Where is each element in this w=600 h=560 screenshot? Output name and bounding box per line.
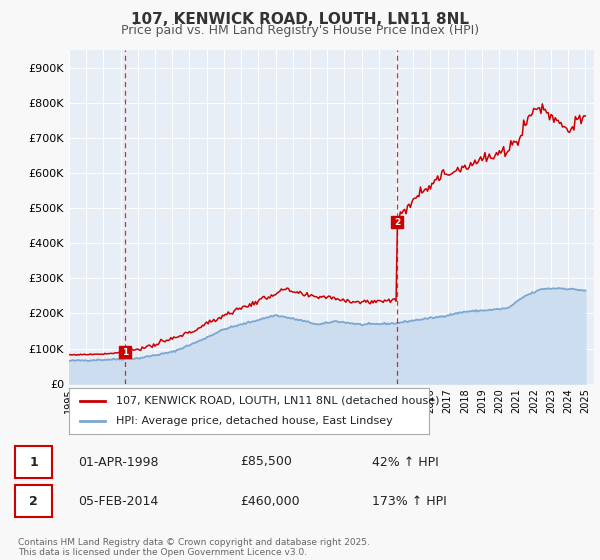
Text: Contains HM Land Registry data © Crown copyright and database right 2025.
This d: Contains HM Land Registry data © Crown c… <box>18 538 370 557</box>
Text: 1: 1 <box>122 348 128 357</box>
Text: 1: 1 <box>29 455 38 469</box>
Text: HPI: Average price, detached house, East Lindsey: HPI: Average price, detached house, East… <box>116 416 392 426</box>
Text: £85,500: £85,500 <box>240 455 292 469</box>
Text: 2: 2 <box>29 494 38 508</box>
Text: 173% ↑ HPI: 173% ↑ HPI <box>372 494 447 508</box>
Text: Price paid vs. HM Land Registry's House Price Index (HPI): Price paid vs. HM Land Registry's House … <box>121 24 479 37</box>
Text: 107, KENWICK ROAD, LOUTH, LN11 8NL (detached house): 107, KENWICK ROAD, LOUTH, LN11 8NL (deta… <box>116 396 439 406</box>
Text: 2: 2 <box>394 218 401 227</box>
Text: £460,000: £460,000 <box>240 494 299 508</box>
Text: 107, KENWICK ROAD, LOUTH, LN11 8NL: 107, KENWICK ROAD, LOUTH, LN11 8NL <box>131 12 469 27</box>
Text: 01-APR-1998: 01-APR-1998 <box>78 455 158 469</box>
Text: 05-FEB-2014: 05-FEB-2014 <box>78 494 158 508</box>
Text: 42% ↑ HPI: 42% ↑ HPI <box>372 455 439 469</box>
